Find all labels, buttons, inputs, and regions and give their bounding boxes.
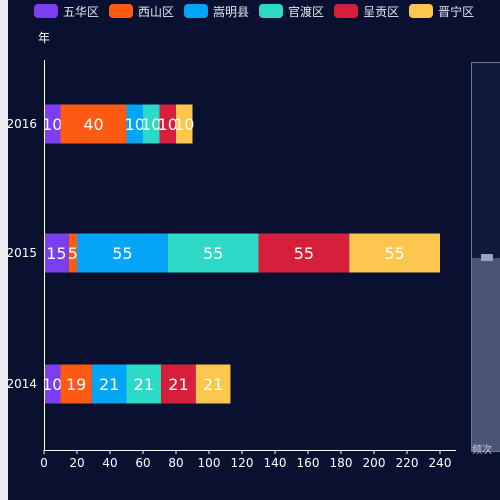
bar-data-label: 5 (68, 244, 78, 263)
bar-data-label: 40 (83, 115, 103, 134)
x-tick-label: 60 (135, 456, 150, 470)
legend-item-0[interactable]: 五华区 (34, 3, 99, 20)
bar-segment[interactable] (44, 104, 61, 144)
legend-label: 五华区 (63, 4, 100, 19)
legend-swatch (34, 4, 58, 18)
x-tick-label: 120 (231, 456, 254, 470)
data-zoom-handle[interactable] (481, 254, 493, 261)
x-tick-label: 40 (102, 456, 117, 470)
legend-item-4[interactable]: 呈贡区 (334, 3, 399, 20)
x-tick-label: 200 (363, 456, 386, 470)
data-zoom-label: 频次 (472, 445, 492, 456)
legend-label: 官渡区 (288, 4, 325, 19)
x-tick-label: 220 (396, 456, 419, 470)
y-tick-labels: 2016 2015 2014 (6, 117, 37, 391)
x-tick-label: 100 (198, 456, 221, 470)
bar-segment[interactable] (176, 104, 193, 144)
data-zoom-selected-range[interactable] (472, 258, 500, 451)
bar-segment[interactable] (44, 233, 69, 273)
bar-data-label: 15 (46, 244, 66, 263)
bar-segment[interactable] (161, 364, 196, 404)
bar-data-label: 19 (66, 375, 86, 394)
legend-item-2[interactable]: 嵩明县 (184, 3, 249, 20)
bar-data-label: 21 (168, 375, 188, 394)
legend-swatch (334, 4, 359, 18)
bar-segment[interactable] (126, 364, 162, 404)
chart-legend: 五华区 西山区 嵩明县 官渡区 呈贡区 晋宁区 (34, 2, 484, 20)
legend-item-3[interactable]: 官渡区 (259, 3, 324, 20)
y-category-label: 2016 (6, 117, 37, 131)
legend-label: 呈贡区 (363, 4, 400, 19)
bar-data-label: 10 (158, 115, 178, 134)
legend-label: 西山区 (138, 4, 175, 19)
x-tick-label: 140 (264, 456, 287, 470)
bar-data-label: 21 (99, 375, 119, 394)
legend-swatch (109, 4, 134, 18)
bar-segment[interactable] (143, 104, 160, 144)
bar-segment[interactable] (60, 364, 92, 404)
bar-segment[interactable] (77, 233, 168, 273)
x-tick-label: 160 (297, 456, 320, 470)
bar-segment[interactable] (126, 104, 144, 144)
legend-swatch (184, 4, 209, 18)
bar-segment[interactable] (258, 233, 350, 273)
bar-data-label: 10 (42, 375, 62, 394)
bar-data-label: 10 (42, 115, 62, 134)
x-tick-label: 0 (40, 456, 48, 470)
bar-data-label: 21 (134, 375, 154, 394)
bar-data-label: 10 (141, 115, 161, 134)
bar-segment[interactable] (195, 364, 231, 404)
bar-data-label: 55 (294, 244, 314, 263)
x-tick-label: 180 (330, 456, 353, 470)
bar-segment[interactable] (167, 233, 259, 273)
bar-data-label: 10 (125, 115, 145, 134)
bar-segment[interactable] (68, 233, 77, 273)
bar-data-label: 10 (174, 115, 194, 134)
bar-segment[interactable] (91, 364, 127, 404)
bar-segment[interactable] (60, 104, 127, 144)
bar-data-label: 55 (384, 244, 404, 263)
data-zoom-slider[interactable] (471, 62, 500, 452)
legend-label: 晋宁区 (438, 4, 475, 19)
bar-segment[interactable] (159, 104, 177, 144)
legend-item-1[interactable]: 西山区 (109, 3, 174, 20)
bar-data-label: 55 (112, 244, 132, 263)
x-tick-label: 240 (429, 456, 452, 470)
bar-data-label: 21 (203, 375, 223, 394)
x-tick-labels: 0 20 40 60 80 100 120 140 160 180 200 220 240 (40, 450, 451, 470)
legend-swatch (259, 4, 284, 18)
legend-swatch (409, 4, 434, 18)
y-category-label: 2014 (6, 377, 37, 391)
x-tick-label: 20 (69, 456, 84, 470)
x-tick-label: 80 (168, 456, 183, 470)
y-axis-label: 年 (38, 31, 50, 45)
legend-label: 嵩明县 (213, 4, 250, 19)
bar-data-label: 55 (203, 244, 223, 263)
left-edge-strip (0, 0, 8, 500)
bar-segment[interactable] (349, 233, 440, 273)
legend-item-5[interactable]: 晋宁区 (409, 3, 474, 20)
y-category-label: 2015 (6, 246, 37, 260)
bar-segment[interactable] (44, 364, 61, 404)
